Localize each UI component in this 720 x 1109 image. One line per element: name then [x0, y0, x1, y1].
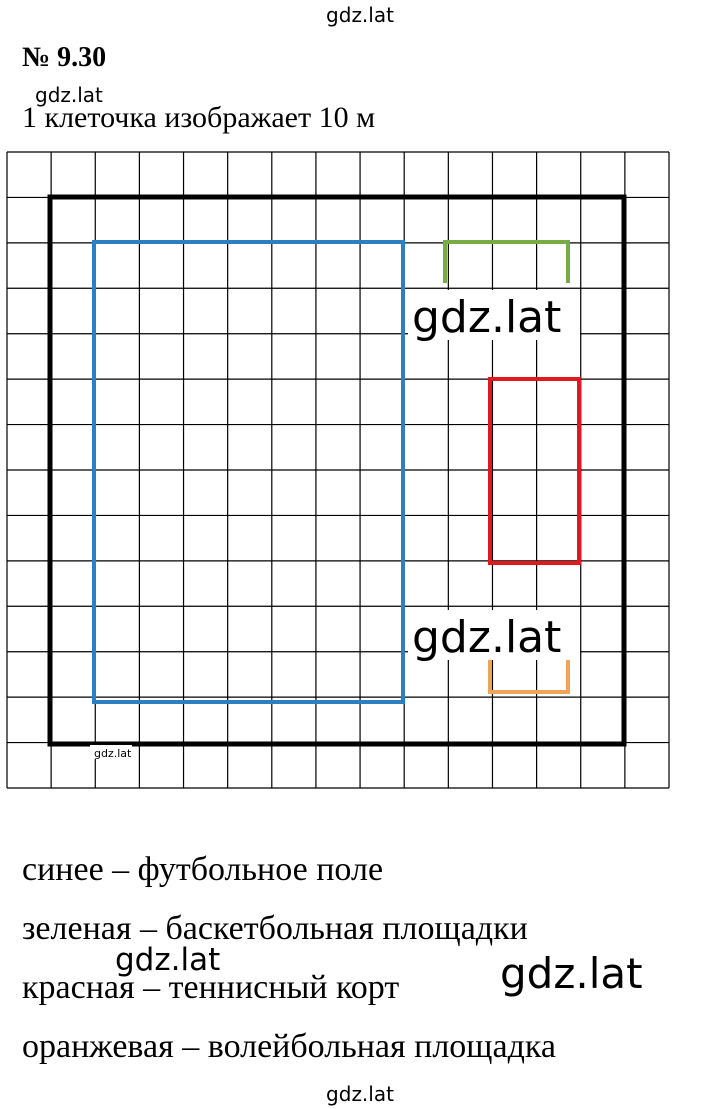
- watermark: gdz.lat: [35, 83, 103, 107]
- volleyball-court: [488, 655, 570, 694]
- watermark: gdz.lat: [412, 612, 561, 663]
- basketball-court: [443, 240, 570, 283]
- watermark-bg: [408, 290, 580, 340]
- watermark: gdz.lat: [412, 292, 561, 343]
- territory-border: [47, 194, 627, 747]
- tennis-court: [488, 377, 581, 565]
- watermark: gdz.lat: [500, 949, 643, 998]
- watermark-bg: [408, 610, 580, 660]
- watermark: gdz.lat: [94, 747, 132, 760]
- watermark: gdz.lat: [115, 942, 220, 978]
- scale-note: 1 клеточка изображает 10 м: [22, 101, 375, 134]
- legend-item: зеленая – баскетбольная площадки: [22, 910, 528, 947]
- watermark-bg: [113, 944, 231, 974]
- legend-item: красная – теннисный корт: [22, 969, 399, 1006]
- watermark: gdz.lat: [326, 1082, 394, 1106]
- legend-item: оранжевая – волейбольная площадка: [22, 1028, 556, 1065]
- watermark: gdz.lat: [326, 3, 394, 27]
- legend-item: синее – футбольное поле: [22, 851, 383, 888]
- watermark-bg: [90, 745, 132, 759]
- football-field: [92, 240, 405, 704]
- task-number: № 9.30: [22, 42, 106, 73]
